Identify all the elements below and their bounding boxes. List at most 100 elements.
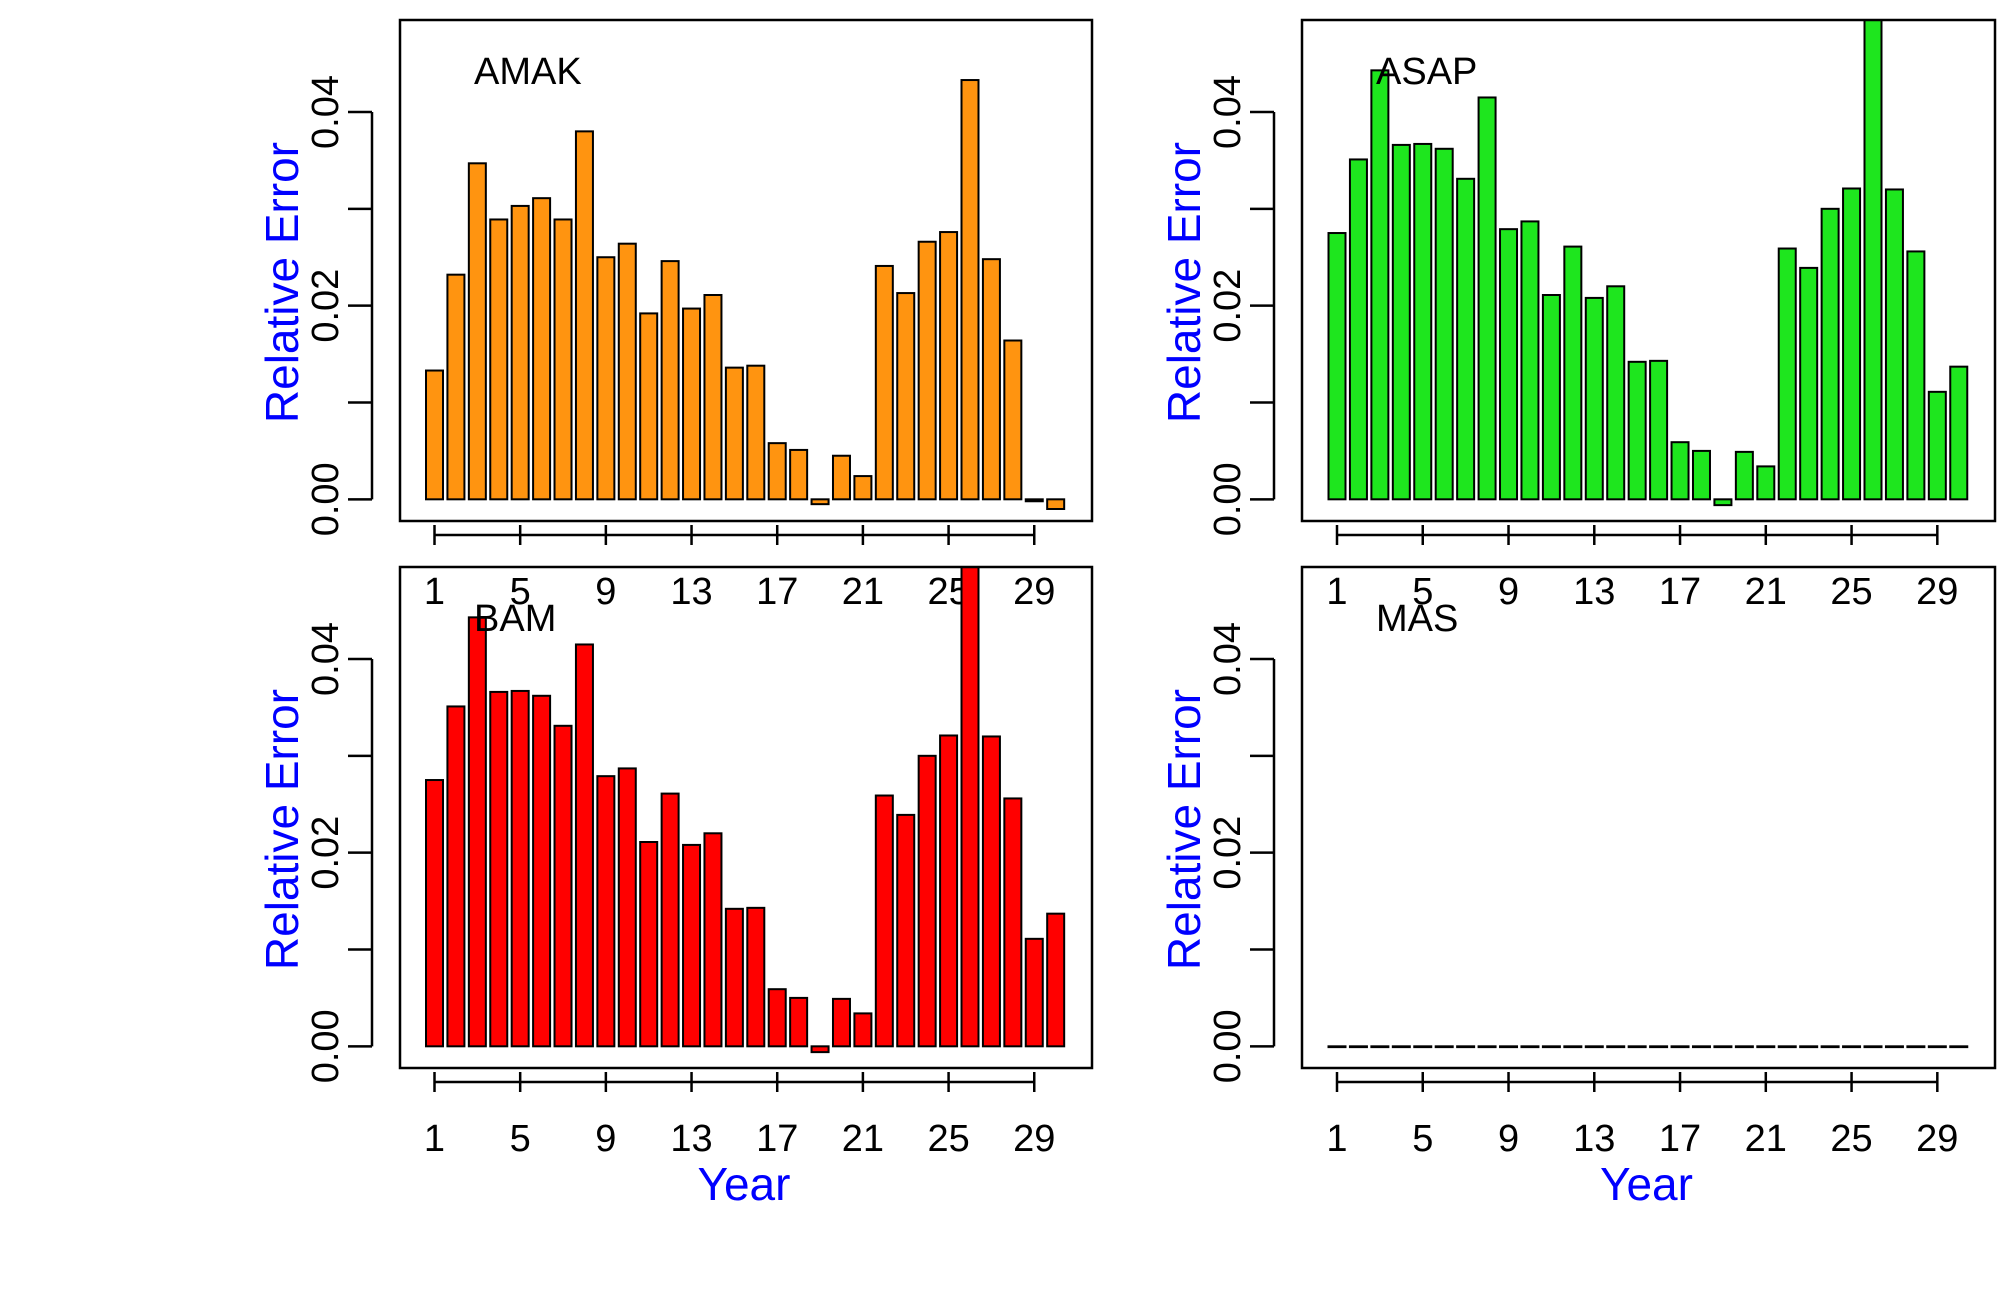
y-tick-label: 0.00 bbox=[1207, 1009, 1249, 1083]
bar-year-5 bbox=[1413, 142, 1433, 501]
bar-year-7 bbox=[553, 218, 573, 501]
bar-year-28 bbox=[1003, 797, 1023, 1048]
bar-year-16 bbox=[746, 364, 766, 501]
bar-year-17 bbox=[1670, 1045, 1690, 1049]
x-tick-label: 5 bbox=[1412, 571, 1433, 613]
bar-year-24 bbox=[917, 240, 937, 501]
x-tick-label: 21 bbox=[1745, 1118, 1787, 1160]
bar-year-29 bbox=[1927, 390, 1947, 501]
bar-year-22 bbox=[1777, 1045, 1797, 1049]
y-tick-label: 0.02 bbox=[1207, 816, 1249, 890]
bar-year-18 bbox=[1691, 449, 1711, 501]
bar-year-12 bbox=[1563, 1045, 1583, 1049]
bar-year-10 bbox=[617, 242, 637, 501]
panel-title: BAM bbox=[474, 598, 556, 640]
bar-year-18 bbox=[789, 448, 809, 501]
bar-year-24 bbox=[1820, 207, 1840, 501]
bar-year-21 bbox=[853, 475, 873, 501]
panel-bam: 0.00 0.02 0.04 1 5 9 13 17 21 25 29 BAM Relative Err… bbox=[256, 565, 1094, 1210]
bar-year-19 bbox=[810, 498, 830, 506]
y-tick-label: 0.02 bbox=[305, 816, 347, 890]
bar-year-2 bbox=[1348, 1045, 1368, 1049]
bar-year-7 bbox=[553, 724, 573, 1048]
bar-year-28 bbox=[1003, 339, 1023, 501]
bar-year-16 bbox=[746, 906, 766, 1048]
bar-year-17 bbox=[767, 442, 787, 501]
bar-year-14 bbox=[1606, 285, 1626, 501]
bar-year-28 bbox=[1906, 250, 1926, 501]
panel-title: ASAP bbox=[1376, 51, 1477, 93]
x-tick-label: 9 bbox=[1498, 571, 1519, 613]
bar-year-1 bbox=[425, 779, 444, 1048]
bar-year-2 bbox=[1348, 158, 1368, 501]
bar-year-17 bbox=[767, 988, 787, 1048]
bar-year-9 bbox=[1499, 228, 1519, 501]
bar-year-6 bbox=[532, 197, 552, 501]
bar-year-13 bbox=[682, 307, 702, 501]
bar-year-6 bbox=[1434, 147, 1454, 501]
x-tick-label: 13 bbox=[670, 1118, 712, 1160]
x-tick-label: 5 bbox=[1412, 1118, 1433, 1160]
x-tick-label: 5 bbox=[510, 1118, 531, 1160]
bar-year-9 bbox=[596, 775, 616, 1048]
bar-year-18 bbox=[1691, 1045, 1711, 1049]
bar-year-30 bbox=[1046, 912, 1066, 1048]
bar-year-19 bbox=[810, 1045, 830, 1054]
bar-year-25 bbox=[939, 734, 959, 1048]
x-tick-label: 29 bbox=[1013, 1118, 1055, 1160]
bar-year-27 bbox=[1884, 1045, 1904, 1049]
bar-year-2 bbox=[446, 273, 466, 501]
bar-year-12 bbox=[660, 792, 680, 1048]
y-axis-title: Relative Error bbox=[1158, 142, 1210, 423]
bar-year-19 bbox=[1713, 1045, 1733, 1049]
bar-year-15 bbox=[1627, 1045, 1647, 1049]
bar-year-3 bbox=[1370, 1045, 1390, 1049]
x-tick-label: 13 bbox=[670, 571, 712, 613]
plot-frame bbox=[398, 18, 1094, 523]
bar-year-26 bbox=[1863, 19, 1883, 501]
x-tick-label: 1 bbox=[424, 1118, 445, 1160]
y-tick-label: 0.04 bbox=[305, 622, 347, 696]
panel-mas: 0.00 0.02 0.04 1 5 9 13 17 21 25 29 MAS Relative Err… bbox=[1158, 565, 1997, 1210]
bar-year-12 bbox=[1563, 245, 1583, 501]
x-tick-label: 29 bbox=[1013, 571, 1055, 613]
x-tick-label: 13 bbox=[1573, 1118, 1615, 1160]
bar-year-2 bbox=[446, 705, 466, 1048]
y-tick-label: 0.00 bbox=[305, 1009, 347, 1083]
bar-year-20 bbox=[831, 997, 851, 1048]
plot-frame bbox=[1300, 18, 1997, 523]
bar-year-17 bbox=[1670, 441, 1690, 501]
y-axis-title: Relative Error bbox=[256, 689, 308, 970]
bar-year-30 bbox=[1046, 498, 1066, 511]
bar-year-1 bbox=[425, 369, 444, 501]
bar-year-3 bbox=[467, 162, 487, 501]
x-tick-label: 29 bbox=[1916, 571, 1958, 613]
bar-year-5 bbox=[510, 204, 530, 501]
x-tick-label: 17 bbox=[1659, 571, 1701, 613]
bar-year-11 bbox=[1541, 294, 1561, 501]
bar-year-6 bbox=[1434, 1045, 1454, 1049]
bar-year-26 bbox=[1863, 1045, 1883, 1049]
x-tick-label: 17 bbox=[756, 1118, 798, 1160]
bar-year-14 bbox=[1606, 1045, 1626, 1049]
bar-year-23 bbox=[1799, 266, 1819, 501]
y-axis-title: Relative Error bbox=[1158, 689, 1210, 970]
x-tick-label: 5 bbox=[510, 571, 531, 613]
x-axis-title: Year bbox=[1600, 1158, 1693, 1210]
bar-year-29 bbox=[1927, 1045, 1947, 1049]
bar-year-20 bbox=[1734, 450, 1754, 501]
panel-title: AMAK bbox=[474, 51, 582, 93]
bar-year-4 bbox=[1391, 143, 1411, 501]
bar-year-15 bbox=[724, 907, 744, 1048]
x-tick-label: 1 bbox=[1326, 571, 1347, 613]
x-tick-label: 1 bbox=[1326, 1118, 1347, 1160]
x-tick-label: 21 bbox=[1745, 571, 1787, 613]
bar-year-25 bbox=[1842, 187, 1862, 501]
bar-year-26 bbox=[960, 566, 980, 1048]
bar-year-13 bbox=[1584, 296, 1604, 501]
y-tick-label: 0.04 bbox=[1207, 622, 1249, 696]
panel-title: MAS bbox=[1376, 598, 1458, 640]
x-tick-label: 9 bbox=[595, 571, 616, 613]
bar-year-11 bbox=[1541, 1045, 1561, 1049]
